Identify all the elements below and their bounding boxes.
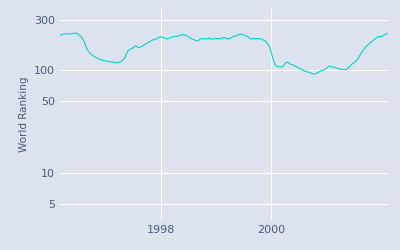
Y-axis label: World Ranking: World Ranking bbox=[18, 76, 28, 152]
